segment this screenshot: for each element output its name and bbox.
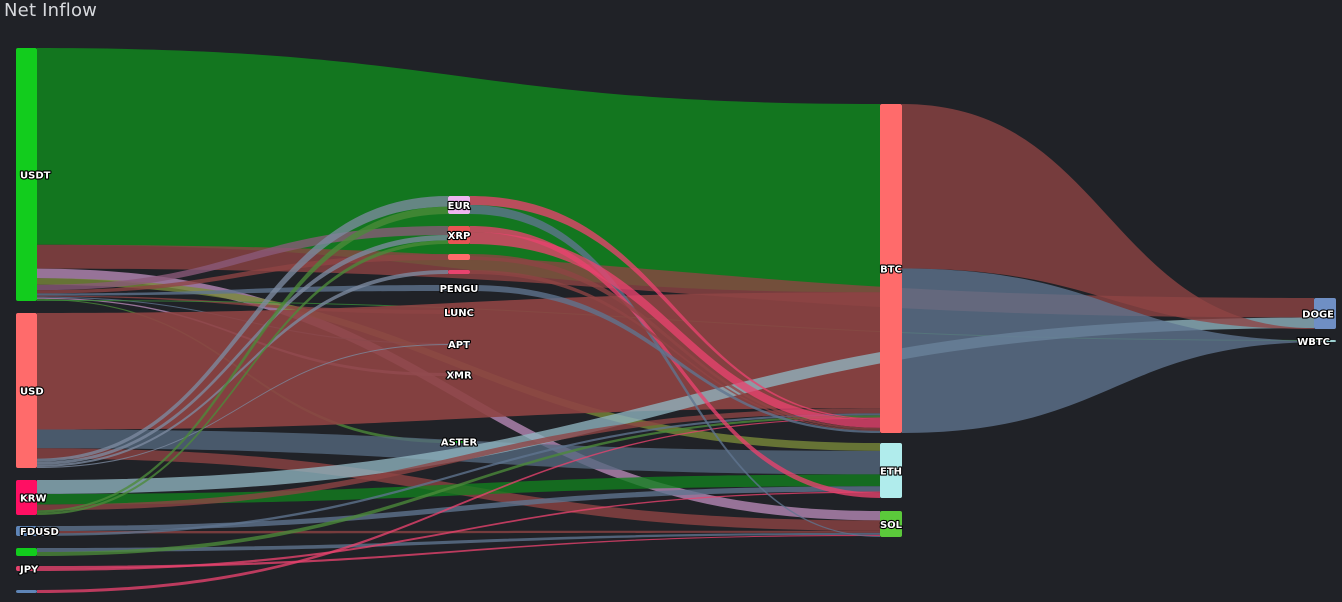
link-fdusd-sol[interactable] bbox=[37, 530, 880, 534]
label-xmr: XMR bbox=[446, 371, 472, 382]
link-eur-btc[interactable] bbox=[470, 196, 880, 420]
link-m1-btc[interactable] bbox=[470, 254, 880, 430]
link-krw-eur[interactable] bbox=[37, 206, 448, 513]
label-xrp: XRP bbox=[448, 231, 471, 242]
link-jpy-eth[interactable] bbox=[37, 491, 880, 571]
node-xmr[interactable] bbox=[448, 373, 470, 376]
label-eth: ETH bbox=[880, 467, 902, 478]
link-btc-doge[interactable] bbox=[902, 104, 1314, 329]
node-usdt[interactable] bbox=[16, 48, 37, 301]
label-usdt: USDT bbox=[20, 171, 51, 182]
label-fdusd: FDUSD bbox=[20, 527, 59, 538]
link-small1-sol[interactable] bbox=[37, 532, 880, 552]
links-layer bbox=[37, 48, 1326, 593]
link-eur-sol[interactable] bbox=[470, 205, 880, 537]
node-wbtc[interactable] bbox=[1326, 340, 1336, 342]
label-apt: APT bbox=[448, 340, 470, 351]
node-doge[interactable] bbox=[1314, 298, 1336, 329]
node-fdusd[interactable] bbox=[16, 526, 37, 536]
link-fdusd-eth[interactable] bbox=[37, 486, 880, 531]
link-krw-xrp[interactable] bbox=[37, 240, 448, 515]
node-m1[interactable] bbox=[448, 254, 470, 260]
label-sol: SOL bbox=[880, 520, 903, 531]
link-usd-apt[interactable] bbox=[37, 344, 448, 468]
nodes-layer bbox=[16, 48, 1336, 593]
label-eur: EUR bbox=[448, 201, 471, 212]
link-xrp-btc[interactable] bbox=[470, 232, 880, 428]
label-krw: KRW bbox=[20, 494, 46, 505]
label-wbtc: WBTC bbox=[1297, 337, 1330, 348]
node-jpy[interactable] bbox=[16, 566, 37, 571]
label-pengu: PENGU bbox=[440, 284, 479, 295]
label-usd: USD bbox=[20, 387, 44, 398]
link-usd-xrp[interactable] bbox=[37, 235, 448, 465]
link-btc-wbtc[interactable] bbox=[902, 268, 1326, 434]
node-sol[interactable] bbox=[880, 511, 902, 537]
link-usdt-btc[interactable] bbox=[37, 48, 880, 293]
node-usd[interactable] bbox=[16, 313, 37, 468]
node-eur[interactable] bbox=[448, 196, 470, 214]
link-small2-btc[interactable] bbox=[37, 417, 880, 593]
link-krw-doge[interactable] bbox=[37, 317, 1314, 494]
link-usdt-xrp[interactable] bbox=[37, 226, 448, 291]
label-btc: BTC bbox=[880, 265, 902, 276]
link-small1-btc[interactable] bbox=[37, 415, 880, 556]
link-pengu-btc[interactable] bbox=[470, 285, 880, 433]
node-pengu[interactable] bbox=[448, 285, 470, 291]
label-lunc: LUNC bbox=[444, 308, 474, 319]
link-usd-eur[interactable] bbox=[37, 196, 448, 462]
node-krw[interactable] bbox=[16, 480, 37, 515]
link-usdt-pengu[interactable] bbox=[37, 285, 448, 296]
link-krw-btc[interactable] bbox=[37, 408, 880, 511]
node-btc[interactable] bbox=[880, 104, 902, 433]
node-eth[interactable] bbox=[880, 443, 902, 498]
node-lunc[interactable] bbox=[448, 310, 470, 314]
node-m2[interactable] bbox=[448, 270, 470, 274]
label-aster: ASTER bbox=[441, 438, 478, 449]
labels-layer: USDT USD KRW FDUSD JPY EUR XRP PENGU LUNC APT XMR A… bbox=[18, 169, 1335, 576]
node-aster[interactable] bbox=[448, 440, 470, 443]
link-usd-m2[interactable] bbox=[37, 270, 448, 467]
chart-title: Net Inflow bbox=[4, 0, 98, 21]
link-jpy-sol[interactable] bbox=[37, 534, 880, 569]
link-fdusd-btc[interactable] bbox=[37, 413, 880, 536]
node-apt[interactable] bbox=[448, 343, 470, 345]
label-jpy: JPY bbox=[19, 565, 39, 576]
node-small1[interactable] bbox=[16, 548, 37, 556]
link-usdt-m1[interactable] bbox=[37, 254, 448, 294]
node-xrp[interactable] bbox=[448, 226, 470, 244]
label-doge: DOGE bbox=[1302, 310, 1334, 321]
node-small2[interactable] bbox=[16, 590, 37, 593]
link-m2-btc[interactable] bbox=[470, 270, 880, 431]
